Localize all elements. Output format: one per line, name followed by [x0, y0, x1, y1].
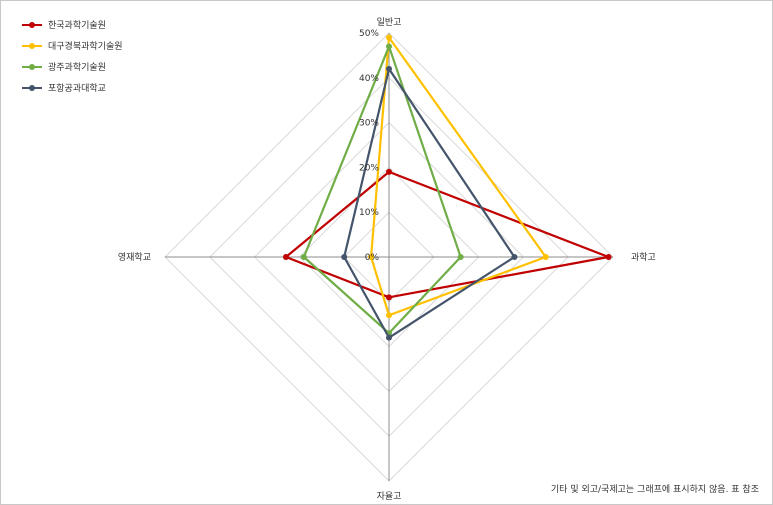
tick-label: 10%: [359, 208, 379, 218]
footnote: 기타 및 외고/국제고는 그래프에 표시하지 않음. 표 참조: [550, 485, 759, 495]
legend-swatch-postech: [22, 83, 42, 93]
axis-label: 일반고: [377, 17, 402, 28]
data-point: [386, 312, 392, 319]
series-line: [343, 67, 516, 339]
legend-item-postech: 포항공과대학교: [22, 77, 123, 98]
data-point: [300, 254, 307, 260]
axis-label: 과학고: [631, 252, 656, 263]
tick-label: 40%: [359, 74, 379, 84]
data-point: [368, 254, 375, 260]
tick-label: 20%: [359, 163, 379, 173]
axis-label: 자율고: [377, 491, 402, 502]
legend-item-dgist: 대구경북과학기술원: [22, 35, 123, 56]
legend-swatch-gist: [22, 62, 42, 72]
data-point: [511, 254, 518, 260]
legend-label-gist: 광주과학기술원: [48, 63, 106, 73]
tick-label: 30%: [359, 119, 379, 129]
legend-label-kaist: 한국과학기술원: [48, 21, 106, 31]
tick-label: 0%: [365, 253, 380, 263]
legend-swatch-kaist: [22, 20, 42, 30]
legend: 한국과학기술원 대구경북과학기술원 광주과학기술원 포항공과대학교: [22, 14, 123, 98]
data-point: [386, 65, 392, 72]
series-line: [284, 170, 610, 299]
legend-swatch-dgist: [22, 41, 42, 51]
data-point: [386, 43, 392, 50]
legend-label-postech: 포항공과대학교: [48, 84, 106, 94]
data-point: [457, 254, 464, 260]
data-point: [386, 34, 392, 41]
tick-label: 50%: [359, 29, 379, 39]
data-point: [386, 334, 392, 341]
data-point: [282, 254, 289, 260]
series-layer: [282, 34, 612, 341]
axis-label: 영재학교: [118, 252, 151, 263]
legend-label-dgist: 대구경북과학기술원: [48, 42, 123, 52]
data-point: [386, 294, 392, 301]
data-point: [386, 168, 392, 175]
data-point: [542, 254, 549, 260]
data-point: [341, 254, 348, 260]
data-point: [605, 254, 612, 260]
legend-item-gist: 광주과학기술원: [22, 56, 123, 77]
legend-item-kaist: 한국과학기술원: [22, 14, 123, 35]
